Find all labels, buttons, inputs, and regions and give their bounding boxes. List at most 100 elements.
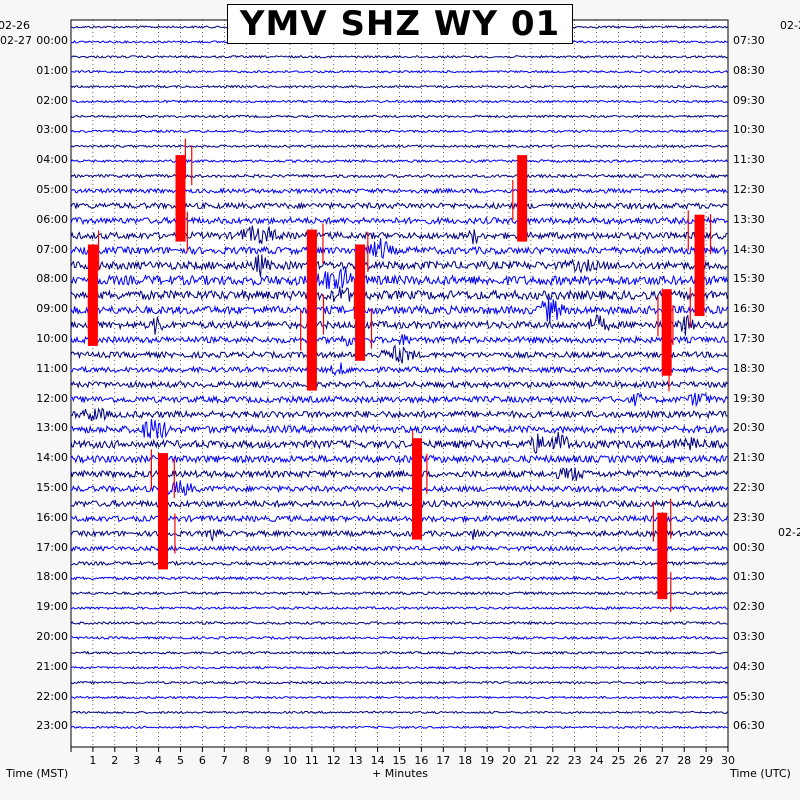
left-time-label: 13:00 [36,421,68,435]
left-date-label-current: 02-27 [0,34,32,47]
seismic-trace-row [70,267,728,290]
left-time-label: 11:00 [36,361,68,375]
right-axis-title: Time (UTC) [730,767,791,780]
right-time-label: 20:30 [733,421,765,435]
left-time-label: 09:00 [36,302,68,316]
right-time-label: 19:30 [733,391,765,405]
x-tick-label: 18 [458,754,473,767]
x-tick-label: 17 [436,754,451,767]
seismic-trace-row [70,99,728,104]
seismic-trace-row [70,605,728,611]
right-date-label-prev: 02-2 [780,19,800,32]
x-tick-label: 16 [414,754,429,767]
x-tick-label: 21 [523,754,538,767]
seismic-trace-row [70,237,728,260]
right-time-label: 23:30 [733,510,765,524]
left-time-label: 20:00 [36,630,68,643]
seismic-trace-row [70,84,728,89]
x-tick-label: 13 [348,754,363,767]
seismic-trace-row [70,480,728,497]
seismic-trace-row [70,392,728,408]
seismic-trace-row [70,575,728,582]
right-time-label: 08:30 [733,63,765,77]
right-time-label: 12:30 [733,183,765,196]
right-time-label: 03:30 [733,630,765,643]
seismic-trace-row [70,144,728,149]
seismic-trace-row [70,620,728,626]
left-time-label: 17:00 [36,540,68,554]
left-time-label: 19:00 [36,600,68,614]
x-tick-label: 1 [89,754,97,767]
left-time-label: 06:00 [36,212,68,226]
left-time-label: 07:00 [36,242,68,256]
seismic-trace-row [70,297,728,323]
event-marker [87,244,98,346]
seismic-trace-row [70,499,728,509]
x-tick-label: 9 [264,754,272,767]
left-time-label: 21:00 [36,659,68,673]
right-time-label: 09:30 [733,93,765,107]
right-time-label: 21:30 [733,451,765,465]
left-time-label: 00:00 [36,34,68,47]
right-time-label: 18:30 [733,361,765,375]
x-tick-label: 5 [177,754,184,767]
left-time-label: 03:00 [36,123,68,137]
x-tick-label: 15 [392,754,407,767]
left-time-label: 10:00 [36,332,68,345]
left-date-label-prev: 02-26 [0,19,30,32]
seismic-trace-row [70,560,728,567]
right-time-label: 15:30 [733,272,765,286]
x-tick-label: 23 [567,754,582,767]
x-tick-label: 24 [589,754,604,767]
left-time-label: 23:00 [36,719,68,733]
seismic-trace-row [70,114,728,119]
right-time-label: 02:30 [733,600,765,614]
event-marker [661,289,672,376]
left-time-label: 05:00 [36,183,68,196]
event-marker [657,512,668,600]
event-marker [175,155,186,242]
right-time-label: 07:30 [733,34,765,47]
x-tick-label: 10 [283,754,297,767]
seismic-trace-row [70,453,728,465]
right-time-label: 06:30 [733,719,765,733]
right-time-label: 04:30 [733,659,765,673]
x-tick-label: 7 [220,754,228,767]
seismic-trace-row [70,418,728,439]
seismic-trace-row [70,344,728,364]
x-tick-label: 19 [480,754,495,767]
seismic-traces [70,25,728,730]
right-time-label: 10:30 [733,123,765,137]
event-marker [355,244,366,361]
x-tick-label: 6 [198,754,206,767]
right-time-label: 22:30 [733,481,765,494]
x-tick-label: 25 [611,754,626,767]
chart-title: YMV SHZ WY 01 [227,4,573,44]
right-date-label-next: 02-2 [778,526,800,539]
event-marker [694,214,705,317]
seismic-trace-row [70,379,728,390]
left-time-label: 15:00 [36,481,68,494]
seismic-trace-row [70,314,728,336]
seismic-trace-row [70,680,728,685]
seismic-trace-row [70,514,728,524]
right-time-label: 11:30 [733,153,765,167]
seismic-trace-row [70,334,728,347]
x-tick-label: 11 [304,754,319,767]
x-tick-label: 26 [633,754,648,767]
seismic-trace-row [70,710,728,715]
right-time-label: 17:30 [733,332,765,345]
right-time-label: 14:30 [733,242,765,256]
seismic-trace-row [70,590,728,596]
left-axis-title: Time (MST) [6,767,69,780]
x-tick-label: 27 [655,754,670,767]
left-time-label: 16:00 [36,510,68,524]
x-tick-label: 22 [545,754,560,767]
left-time-label: 02:00 [36,93,68,107]
seismic-trace-row [70,286,728,303]
event-markers [87,138,712,613]
x-axis-title: + Minutes [372,767,429,780]
seismic-trace-row [70,254,728,278]
left-time-label: 08:00 [36,272,68,286]
